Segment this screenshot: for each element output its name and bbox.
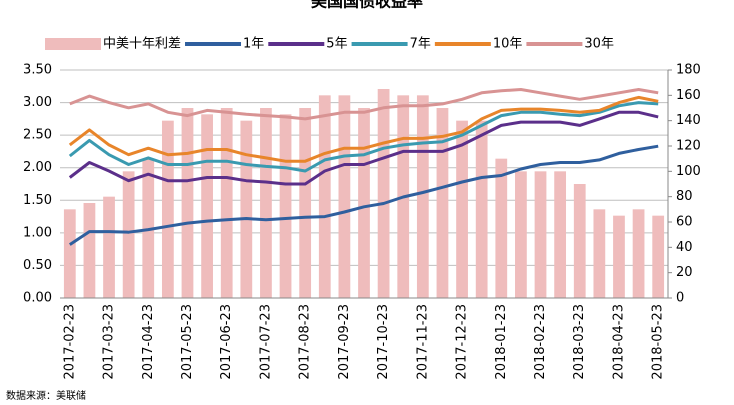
x-tick-label: 2018-02-23 <box>533 304 548 380</box>
series-line <box>68 110 659 186</box>
series-line <box>68 144 659 246</box>
y2-tick-label: 160 <box>676 88 701 103</box>
x-tick-label: 2018-01-23 <box>494 304 509 380</box>
spread-bar <box>338 95 351 298</box>
spread-bar <box>515 171 527 298</box>
legend-label: 7年 <box>410 37 431 52</box>
spread-bar <box>122 171 135 298</box>
spread-bar <box>103 196 115 298</box>
y-tick-label: 1.50 <box>23 193 52 208</box>
spread-bar <box>436 108 449 298</box>
y-tick-label: 0.00 <box>23 291 52 306</box>
x-tick-label: 2018-03-23 <box>572 304 587 380</box>
spread-bar <box>161 120 174 299</box>
y2-tick-label: 60 <box>676 215 693 230</box>
spread-bar <box>632 209 645 298</box>
x-tick-label: 2017-07-23 <box>258 304 273 380</box>
source-note: 数据来源：美联储 <box>6 389 86 402</box>
spread-bar <box>299 108 312 298</box>
x-tick-label: 2017-10-23 <box>376 304 391 380</box>
y-tick-label: 3.50 <box>23 63 52 78</box>
x-tick-label: 2017-05-23 <box>180 304 195 380</box>
y2-tick-label: 180 <box>676 63 701 78</box>
y-tick-label: 2.00 <box>23 160 52 175</box>
y2-tick-label: 120 <box>676 139 701 154</box>
x-tick-label: 2018-05-23 <box>651 304 666 380</box>
x-tick-label: 2017-02-23 <box>62 304 77 380</box>
series-line <box>68 95 659 163</box>
spread-bar <box>260 108 272 298</box>
chart-title: 美国国债收益率 <box>311 0 423 11</box>
series-line <box>69 88 659 121</box>
spread-bar <box>220 108 233 298</box>
spread-bar <box>83 203 96 298</box>
x-tick-label: 2017-12-23 <box>455 304 470 380</box>
spread-bar <box>240 120 253 299</box>
spread-bar <box>573 184 586 298</box>
y2-tick-label: 40 <box>676 240 693 255</box>
spread-bar <box>63 209 76 298</box>
spread-bar <box>554 171 567 298</box>
legend-swatch <box>45 38 101 50</box>
y-tick-label: 3.00 <box>23 95 52 110</box>
spread-bar <box>358 108 370 298</box>
y2-tick-label: 80 <box>676 189 693 204</box>
legend-label: 中美十年利差 <box>103 37 181 52</box>
series-line <box>68 101 659 173</box>
legend-label: 30年 <box>584 37 614 52</box>
spread-bar <box>652 215 665 298</box>
x-tick-label: 2017-06-23 <box>219 304 234 380</box>
x-tick-label: 2017-09-23 <box>337 304 352 380</box>
x-tick-label: 2017-04-23 <box>141 304 156 380</box>
spread-bar <box>456 120 468 299</box>
spread-bar <box>593 209 606 298</box>
spread-bar <box>416 95 429 298</box>
y2-tick-label: 140 <box>676 113 701 128</box>
legend-label: 10年 <box>493 37 523 52</box>
spread-bar <box>475 120 488 299</box>
x-tick-label: 2017-03-23 <box>102 304 117 380</box>
spread-bar <box>495 158 508 298</box>
spread-bar <box>534 171 547 298</box>
x-tick-label: 2017-08-23 <box>298 304 313 380</box>
spread-bar <box>318 95 331 298</box>
y2-tick-label: 100 <box>676 164 701 179</box>
spread-bar <box>279 114 292 298</box>
y2-tick-label: 0 <box>676 291 684 306</box>
y-tick-label: 0.50 <box>23 258 52 273</box>
spread-bar <box>201 114 213 298</box>
legend-label: 5年 <box>326 37 347 52</box>
legend-label: 1年 <box>243 37 264 52</box>
x-tick-label: 2017-11-23 <box>415 304 430 380</box>
spread-bar <box>377 89 390 298</box>
y2-tick-label: 20 <box>676 265 693 280</box>
spread-bar <box>613 215 625 298</box>
spread-bar <box>181 108 194 298</box>
x-tick-label: 2018-04-23 <box>611 304 626 380</box>
y-tick-label: 2.50 <box>23 128 52 143</box>
y-tick-label: 1.00 <box>23 225 52 240</box>
